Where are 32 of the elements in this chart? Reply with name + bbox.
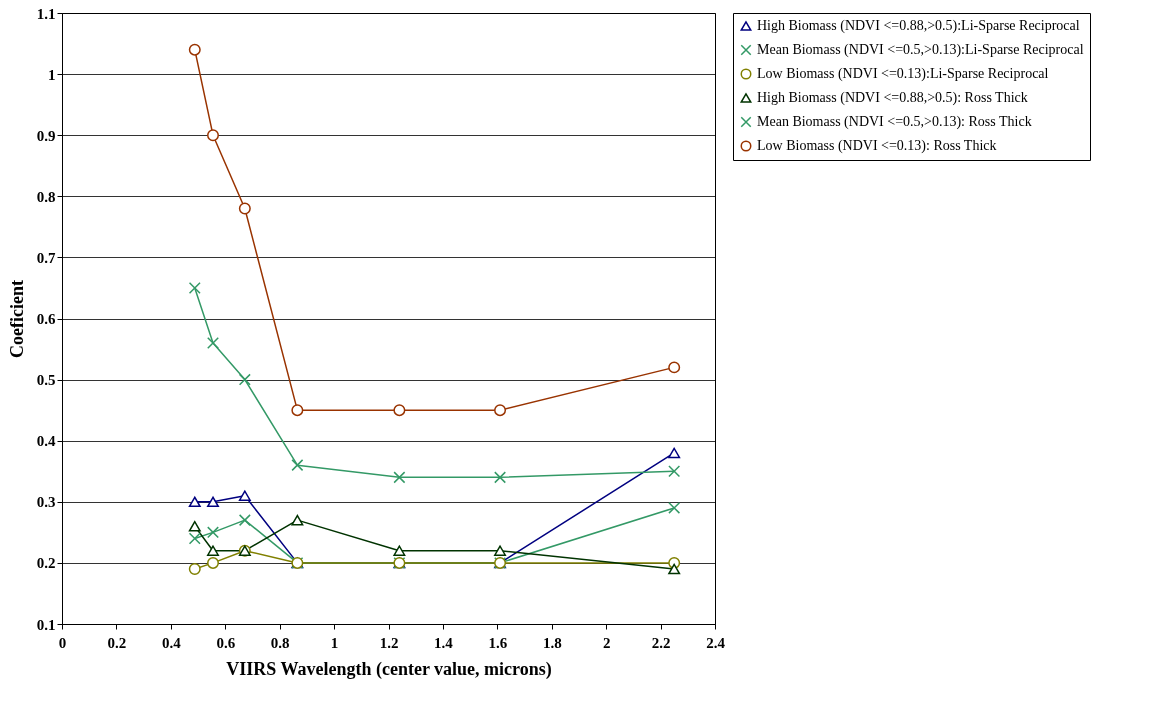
x-tick-label: 0.8 [270, 634, 290, 651]
y-tick-label: 0.5 [36, 372, 56, 389]
y-axis-title: Coeficient [6, 280, 27, 358]
y-tick-label: 0.3 [36, 494, 56, 511]
x-tick-label: 2.4 [706, 634, 726, 651]
legend-label: Low Biomass (NDVI <=0.13):Li-Sparse Reciprocal [757, 66, 1049, 82]
y-tick-label: 0.9 [36, 127, 56, 144]
x-tick-label: 1.8 [542, 634, 562, 651]
x-tick-label: 0 [58, 634, 67, 651]
y-tick-label: 1.1 [36, 5, 56, 22]
legend-label: Mean Biomass (NDVI <=0.5,>0.13): Ross Thick [757, 114, 1032, 130]
x-tick-label: 0.6 [216, 634, 236, 651]
legend-label: High Biomass (NDVI <=0.88,>0.5): Ross Thick [757, 90, 1028, 106]
y-tick-label: 0.4 [36, 433, 56, 450]
y-tick-label: 0.6 [36, 311, 56, 327]
x-tick-label: 0.4 [161, 634, 182, 651]
x-tick-label: 0.2 [107, 634, 127, 651]
x-tick-label: 1.6 [488, 634, 508, 651]
x-tick-label: 1.2 [379, 634, 399, 651]
x-axis-title: VIIRS Wavelength (center value, microns) [226, 658, 552, 680]
y-tick-label: 0.1 [36, 616, 56, 633]
legend-label: Mean Biomass (NDVI <=0.5,>0.13):Li-Sparse Reciprocal [757, 42, 1084, 58]
x-tick-label: 2.2 [651, 634, 671, 651]
y-tick-label: 0.2 [36, 555, 56, 572]
x-tick-label: 1 [330, 634, 339, 651]
x-tick-label: 2 [602, 634, 611, 651]
y-tick-label: 1 [48, 66, 56, 83]
y-tick-label: 0.7 [36, 249, 56, 266]
legend-label: Low Biomass (NDVI <=0.13): Ross Thick [757, 138, 997, 154]
x-tick-label: 1.4 [434, 634, 454, 651]
y-tick-label: 0.8 [36, 188, 56, 205]
legend-label: High Biomass (NDVI <=0.88,>0.5):Li-Sparse Reciprocal [757, 18, 1080, 34]
